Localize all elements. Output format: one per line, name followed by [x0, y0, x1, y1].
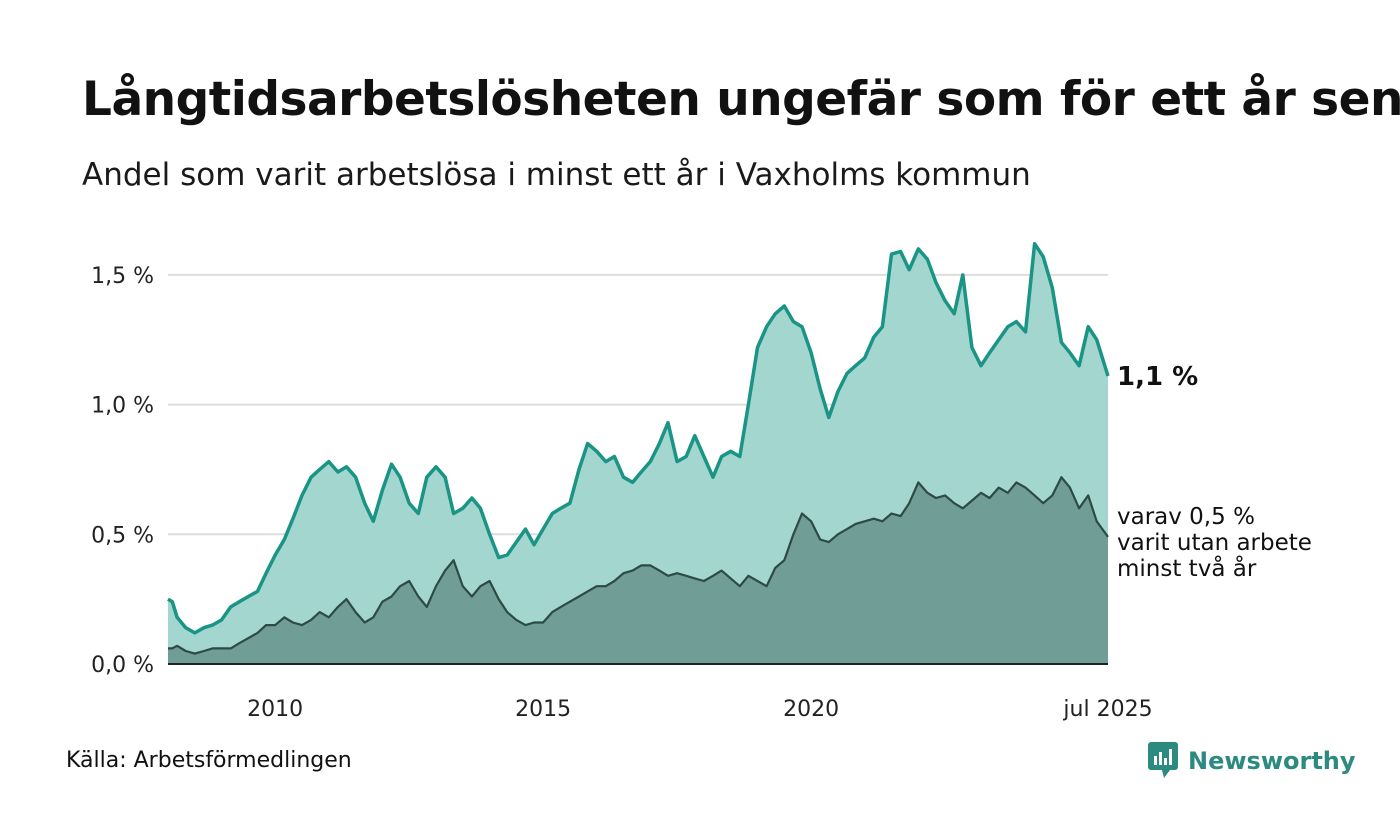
series-area-min_2_ar	[168, 477, 1108, 664]
area-chart: 0,0 % 0,5 % 1,0 % 1,5 % 2010 2015 2020 jul 2025…	[91, 241, 1312, 722]
x-tick-label: 2010	[247, 697, 303, 722]
series-line-min_1_ar	[167, 241, 1110, 635]
chart-title: Långtidsarbetslösheten ungefär som för e…	[82, 72, 1400, 127]
y-tick-label: 1,0 %	[91, 394, 154, 419]
y-tick-label: 1,5 %	[91, 264, 154, 289]
series-line-min_2_ar	[168, 476, 1109, 655]
brand-name: Newsworthy	[1188, 747, 1356, 775]
lower-series-label: varav 0,5 %	[1117, 504, 1255, 530]
chart-subtitle: Andel som varit arbetslösa i minst ett å…	[82, 157, 1031, 193]
x-tick-label: 2015	[515, 697, 571, 722]
y-tick-label: 0,0 %	[91, 653, 154, 678]
lower-series-label: varit utan arbete	[1117, 530, 1312, 556]
lower-series-label: minst två år	[1117, 554, 1257, 582]
x-tick-label: jul 2025	[1062, 697, 1152, 722]
axes: 0,0 % 0,5 % 1,0 % 1,5 % 2010 2015 2020 jul 2025	[91, 264, 1152, 722]
last-value-label: 1,1 %	[1117, 362, 1198, 392]
x-tick-label: 2020	[783, 697, 839, 722]
source-note: Källa: Arbetsförmedlingen	[66, 748, 352, 773]
y-tick-label: 0,5 %	[91, 523, 154, 548]
brand-logo[interactable]: Newsworthy	[1148, 742, 1356, 780]
area-series	[167, 241, 1110, 664]
newsworthy-logo-icon	[1148, 742, 1178, 778]
